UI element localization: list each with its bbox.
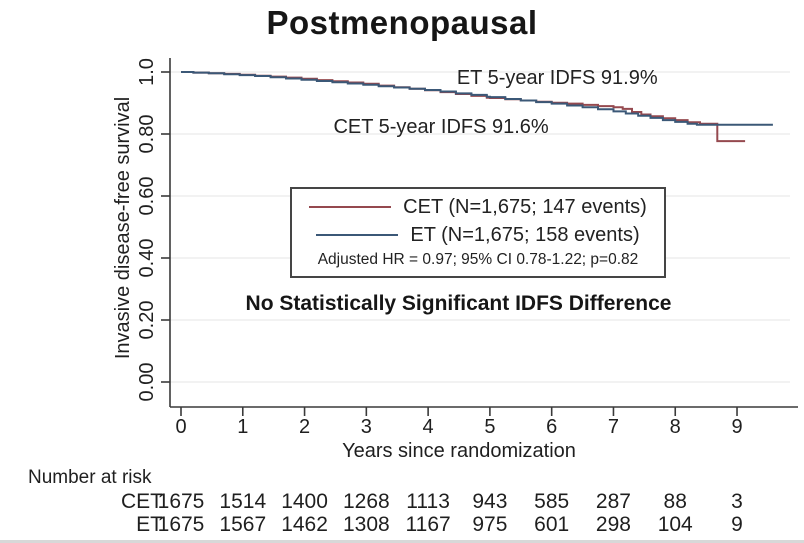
risk-row-label-cet: CET xyxy=(121,490,163,513)
risk-value: 1567 xyxy=(219,513,267,536)
y-tick-label: 1.0 xyxy=(136,58,158,86)
risk-value: 1308 xyxy=(342,513,390,536)
risk-value: 943 xyxy=(472,490,508,513)
risk-value: 601 xyxy=(534,513,570,536)
x-tick-label: 9 xyxy=(731,416,742,438)
bottom-divider xyxy=(0,540,804,543)
y-tick-label: 0.80 xyxy=(136,115,158,154)
x-tick-label: 8 xyxy=(670,416,681,438)
x-axis-title: Years since randomization xyxy=(342,440,576,462)
risk-value: 298 xyxy=(595,513,631,536)
legend-label-et: ET (N=1,675; 158 events) xyxy=(410,223,640,246)
annotation-cet: CET 5-year IDFS 91.6% xyxy=(333,116,548,138)
risk-value: 1400 xyxy=(281,490,328,513)
risk-value: 1675 xyxy=(157,513,205,536)
risk-row-label-et: ET xyxy=(136,513,163,536)
legend-row-cet: CET (N=1,675; 147 events) xyxy=(309,196,647,219)
risk-value: 287 xyxy=(595,490,631,513)
x-tick-label: 6 xyxy=(546,416,557,438)
risk-value: 104 xyxy=(657,513,693,536)
x-tick-label: 7 xyxy=(608,416,619,438)
x-tick-label: 5 xyxy=(484,416,495,438)
risk-value: 1675 xyxy=(157,490,205,513)
x-tick-label: 3 xyxy=(361,416,372,438)
cet-line-sample xyxy=(309,206,392,209)
risk-value: 1462 xyxy=(281,513,328,536)
annotation-et: ET 5-year IDFS 91.9% xyxy=(457,67,658,89)
chart-title: Postmenopausal xyxy=(266,4,538,41)
risk-value: 1113 xyxy=(406,490,450,513)
risk-value: 9 xyxy=(731,513,743,536)
legend-stats: Adjusted HR = 0.97; 95% CI 0.78-1.22; p=… xyxy=(317,251,639,269)
legend-label-cet: CET (N=1,675; 147 events) xyxy=(403,195,647,218)
legend: CET (N=1,675; 147 events) ET (N=1,675; 1… xyxy=(290,187,666,278)
et-line-sample xyxy=(316,234,399,236)
risk-value: 1268 xyxy=(342,490,390,513)
x-tick-label: 2 xyxy=(299,416,310,438)
risk-value: 1167 xyxy=(405,513,451,536)
risk-table-header: Number at risk xyxy=(28,467,152,488)
risk-value: 975 xyxy=(472,513,508,536)
x-tick-label: 1 xyxy=(237,416,248,438)
significance-note: No Statistically Significant IDFS Differ… xyxy=(245,292,672,315)
y-axis-title: Invasive disease-free survival xyxy=(112,97,134,359)
risk-value: 1514 xyxy=(219,490,267,513)
y-tick-label: 0.20 xyxy=(136,301,158,340)
risk-value: 88 xyxy=(663,490,687,513)
risk-value: 585 xyxy=(534,490,570,513)
x-tick-label: 4 xyxy=(423,416,434,438)
y-tick-label: 0.40 xyxy=(136,239,158,278)
x-tick-label: 0 xyxy=(175,416,186,438)
y-tick-label: 0.60 xyxy=(136,177,158,216)
curve-et xyxy=(181,71,773,126)
y-tick-label: 0.00 xyxy=(136,363,158,402)
legend-row-et: ET (N=1,675; 158 events) xyxy=(316,223,640,247)
risk-value: 3 xyxy=(731,490,743,513)
